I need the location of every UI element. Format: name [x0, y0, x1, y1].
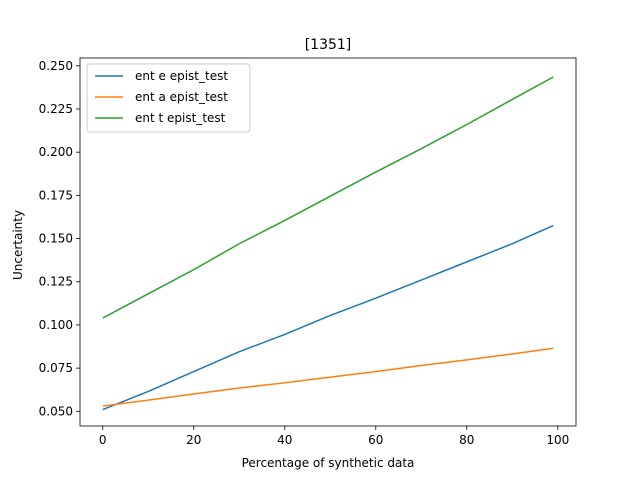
y-tick-label: 0.100 [39, 318, 73, 332]
series-line-1 [102, 224, 554, 411]
legend-label-3: ent t epist_test [135, 111, 226, 125]
x-tick-label: 80 [459, 433, 474, 447]
y-tick-label: 0.075 [39, 361, 73, 375]
x-tick-label: 20 [186, 433, 201, 447]
x-tick-label: 60 [368, 433, 383, 447]
y-tick-label: 0.250 [39, 59, 73, 73]
x-tick-label: 0 [99, 433, 107, 447]
axes-frame [79, 57, 577, 427]
x-tick-label: 40 [277, 433, 292, 447]
y-axis-title: Uncertainty [11, 210, 25, 280]
y-tick-label: 0.175 [39, 188, 73, 202]
legend-label-2: ent a epist_test [135, 90, 228, 104]
y-tick-label: 0.200 [39, 145, 73, 159]
series-line-3 [102, 76, 554, 319]
x-tick-label: 100 [546, 433, 569, 447]
y-tick-label: 0.050 [39, 404, 73, 418]
y-tick-label: 0.225 [39, 102, 73, 116]
y-tick-label: 0.125 [39, 275, 73, 289]
chart-title: [1351] [305, 37, 352, 53]
x-axis-title: Percentage of synthetic data [242, 456, 415, 470]
legend-box [86, 63, 251, 133]
series-line-2 [102, 347, 554, 407]
plot-area [102, 76, 554, 411]
y-tick-label: 0.150 [39, 232, 73, 246]
legend-label-1: ent e epist_test [135, 69, 228, 83]
axes: 0 20 40 60 80 100 0.050 0.075 0.100 0.125 0.150 0.1… [39, 57, 577, 447]
